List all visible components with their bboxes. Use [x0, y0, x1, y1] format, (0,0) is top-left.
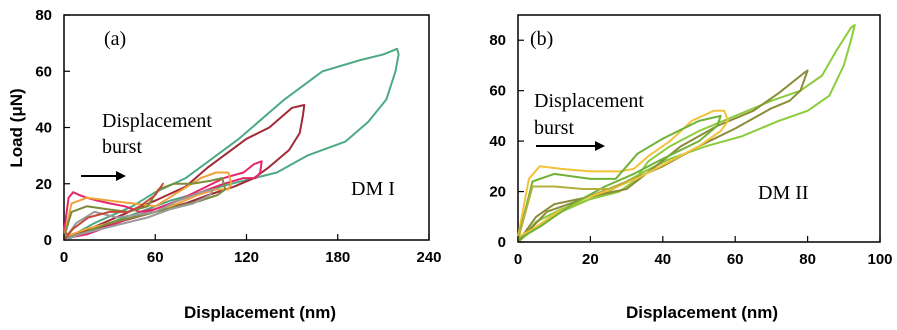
chart-a-series-1	[63, 47, 400, 241]
chart-b-y-tick-label: 20	[489, 184, 506, 201]
chart-a-x-ticks: 0 60 120 180 240	[60, 234, 442, 266]
chart-b-x-ticks: 0 20 40 60 80 100	[514, 236, 893, 268]
chart-a-x-tick-label: 60	[147, 249, 164, 266]
chart-a-panel-label: (a)	[104, 28, 126, 50]
chart-a-y-ticks: 0 20 40 60 80	[35, 7, 70, 249]
chart-a-series-group	[63, 47, 400, 241]
chart-a-series-7	[63, 182, 164, 241]
chart-a-x-tick-label: 240	[416, 249, 441, 266]
chart-a-y-axis-label: Load (μN)	[7, 88, 26, 167]
chart-b-series-5	[517, 180, 628, 241]
chart-b-x-tick-label: 0	[514, 251, 522, 268]
chart-b-y-tick-label: 40	[489, 133, 506, 150]
chart-a-x-tick-label: 0	[60, 249, 68, 266]
chart-a-burst-label-1: Displacement	[102, 110, 212, 132]
chart-b-x-tick-label: 80	[799, 251, 816, 268]
chart-a-y-tick-label: 60	[35, 63, 52, 80]
chart-a-sample-label: DM I	[351, 178, 395, 200]
chart-a-burst-label-2: burst	[102, 136, 142, 158]
chart-a-y-tick-label: 20	[35, 176, 52, 193]
chart-b-x-tick-label: 60	[727, 251, 744, 268]
chart-b-panel-label: (b)	[530, 28, 553, 50]
chart-b-burst-arrow	[536, 141, 605, 151]
chart-a-y-tick-label: 40	[35, 120, 52, 137]
chart-b-x-tick-label: 40	[654, 251, 671, 268]
chart-a-x-axis-label: Displacement (nm)	[184, 303, 336, 322]
chart-a-series-6	[63, 188, 214, 241]
chart-a-y-tick-label: 0	[44, 232, 52, 249]
chart-b: 0 20 40 60 80 100 0 20 40 60 80 (b) Displacement …	[489, 14, 893, 322]
chart-b-x-tick-label: 20	[582, 251, 599, 268]
chart-b-y-ticks: 0 20 40 60 80	[489, 32, 524, 251]
chart-a-series-5	[63, 177, 227, 239]
chart-b-sample-label: DM II	[758, 182, 809, 204]
chart-a-burst-arrow	[81, 171, 126, 181]
chart-b-y-tick-label: 60	[489, 83, 506, 100]
chart-a: 0 60 120 180 240 0 20 40 60 80 (a) Displacement …	[7, 7, 442, 322]
chart-b-y-tick-label: 80	[489, 32, 506, 49]
chart-b-burst-label-1: Displacement	[534, 90, 644, 112]
chart-b-x-tick-label: 100	[867, 251, 892, 268]
chart-b-series-group	[517, 24, 856, 243]
chart-a-y-tick-label: 80	[35, 7, 52, 24]
chart-b-burst-label-2: burst	[534, 117, 574, 139]
chart-b-x-axis-label: Displacement (nm)	[626, 303, 778, 322]
chart-a-x-tick-label: 180	[325, 249, 350, 266]
chart-a-x-tick-label: 120	[234, 249, 259, 266]
chart-b-frame	[517, 14, 881, 243]
chart-b-series-3	[517, 109, 729, 238]
chart-b-y-tick-label: 0	[498, 234, 506, 251]
